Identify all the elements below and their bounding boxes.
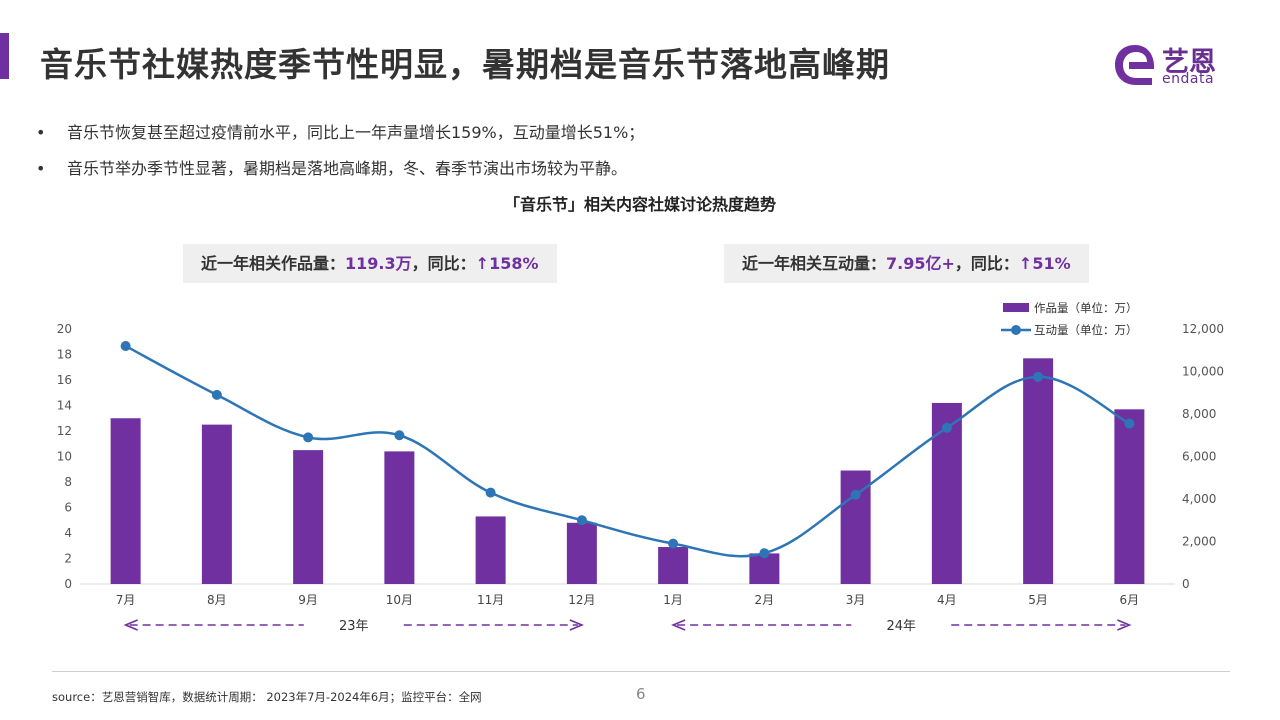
y-left-tick-label: 2 (64, 552, 72, 566)
interaction-point-7月 (120, 341, 131, 351)
y-left-tick-label: 10 (57, 450, 72, 464)
y-left-tick-label: 8 (64, 475, 72, 489)
brand-logo: 艺恩 endata (1112, 40, 1242, 90)
interaction-point-3月 (850, 489, 861, 500)
legend-bar-swatch (1003, 303, 1029, 312)
interaction-volume-stat: 近一年相关互动量：7.95亿+，同比：↑51% (724, 244, 1089, 283)
interaction-point-1月 (668, 538, 679, 549)
y-left-tick-label: 6 (64, 501, 72, 515)
bar-works-11月 (475, 516, 506, 584)
y-left-tick-label: 20 (57, 322, 72, 336)
endata-logo-icon (1115, 45, 1155, 85)
bar-works-7月 (110, 418, 141, 584)
x-tick-label: 6月 (1120, 593, 1140, 607)
stat-value: 7.95亿+ (886, 254, 955, 273)
legend-label: 作品量（单位：万） (1034, 301, 1138, 315)
interaction-series-line (125, 344, 1130, 558)
x-tick-label: 9月 (298, 593, 318, 607)
y-right-tick-label: 12,000 (1182, 322, 1224, 336)
year-arrowhead-right-1 (1117, 619, 1132, 631)
x-tick-label: 8月 (207, 593, 227, 607)
bullet-dot: • (36, 159, 46, 178)
bar-works-3月 (840, 470, 871, 584)
chart-title: 「音乐节」相关内容社媒讨论热度趋势 (503, 195, 776, 214)
bar-works-8月 (201, 424, 232, 584)
x-tick-label: 4月 (937, 593, 957, 607)
y-left-tick-label: 0 (64, 577, 72, 591)
stat-label: 近一年相关作品量： (201, 254, 346, 273)
works-volume-stat: 近一年相关作品量：119.3万，同比：↑158% (183, 244, 557, 283)
interaction-point-4月 (941, 422, 952, 433)
stat-separator: ，同比： (954, 254, 1019, 273)
y-right-tick-label: 8,000 (1182, 407, 1216, 421)
y-right-tick-label: 6,000 (1182, 450, 1216, 464)
page-title: 音乐节社媒热度季节性明显，暑期档是音乐节落地高峰期 (40, 45, 890, 84)
x-tick-label: 1月 (663, 593, 683, 607)
logo-chinese-text: 艺恩 (1162, 47, 1216, 78)
interaction-point-12月 (576, 515, 587, 526)
bar-works-5月 (1023, 358, 1054, 584)
page-number: 6 (636, 685, 646, 703)
bullet-list: • 音乐节恢复甚至超过疫情前水平，同比上一年声量增长159%，互动量增长51%；… (36, 120, 644, 192)
bar-works-9月 (293, 450, 324, 584)
year-arrowhead-left-0 (123, 619, 138, 631)
bullet-text: 音乐节恢复甚至超过疫情前水平，同比上一年声量增长159%，互动量增长51%； (67, 123, 645, 142)
year-arrowhead-right-0 (569, 619, 584, 631)
bullet-text: 音乐节举办季节性显著，暑期档是落地高峰期，冬、春季节演出市场较为平静。 (67, 159, 628, 178)
interaction-point-8月 (211, 389, 222, 400)
y-right-tick-label: 4,000 (1182, 492, 1216, 506)
bar-works-10月 (384, 451, 415, 584)
interaction-point-10月 (394, 430, 405, 441)
bar-works-12月 (566, 522, 597, 584)
y-left-tick-label: 4 (64, 526, 72, 540)
bullet-item: • 音乐节举办季节性显著，暑期档是落地高峰期，冬、春季节演出市场较为平静。 (36, 156, 644, 192)
legend-label: 互动量（单位：万） (1034, 323, 1138, 337)
bullet-item: • 音乐节恢复甚至超过疫情前水平，同比上一年声量增长159%，互动量增长51%； (36, 120, 644, 156)
footer-divider (52, 671, 1230, 672)
interaction-point-9月 (303, 432, 314, 443)
logo-english-text: endata (1162, 71, 1215, 87)
y-right-tick-label: 2,000 (1182, 535, 1216, 549)
title-accent-bar (0, 33, 9, 79)
year-group-label: 24年 (886, 619, 916, 634)
stat-change: ↑158% (475, 254, 539, 273)
year-arrowhead-left-1 (671, 619, 686, 631)
y-left-tick-label: 16 (57, 373, 72, 387)
bar-works-6月 (1114, 409, 1145, 584)
x-tick-label: 12月 (568, 593, 595, 607)
x-tick-label: 3月 (846, 593, 866, 607)
stat-value: 119.3万 (345, 254, 412, 273)
x-tick-label: 5月 (1028, 593, 1048, 607)
y-right-tick-label: 10,000 (1182, 365, 1224, 379)
y-left-tick-label: 14 (57, 399, 72, 413)
source-note: source：艺恩营销智库，数据统计周期： 2023年7月-2024年6月；监控… (52, 690, 482, 704)
y-left-tick-label: 12 (57, 424, 72, 438)
interaction-point-6月 (1124, 418, 1135, 429)
interaction-point-5月 (1033, 371, 1044, 382)
stat-separator: ，同比： (411, 254, 476, 273)
y-left-tick-label: 18 (57, 348, 72, 362)
stat-change: ↑51% (1018, 254, 1071, 273)
interaction-point-11月 (485, 487, 496, 498)
y-right-tick-label: 0 (1182, 577, 1190, 591)
stat-label: 近一年相关互动量： (742, 254, 887, 273)
x-tick-label: 7月 (116, 593, 136, 607)
bar-works-2月 (749, 553, 780, 584)
bullet-dot: • (36, 123, 46, 142)
x-tick-label: 10月 (386, 593, 413, 607)
x-tick-label: 11月 (477, 593, 504, 607)
year-group-label: 23年 (339, 619, 369, 634)
legend-line-marker (1011, 325, 1021, 335)
interaction-point-2月 (759, 548, 770, 559)
x-tick-label: 2月 (755, 593, 775, 607)
bar-works-1月 (658, 547, 689, 584)
